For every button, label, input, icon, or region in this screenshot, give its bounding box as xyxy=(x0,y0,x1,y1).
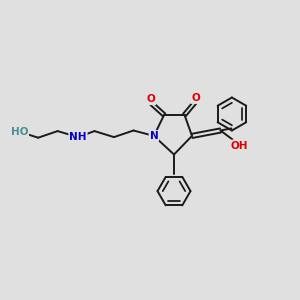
Text: HO: HO xyxy=(11,127,28,137)
Text: NH: NH xyxy=(69,132,87,142)
Text: OH: OH xyxy=(230,140,248,151)
Text: N: N xyxy=(149,131,158,141)
Text: O: O xyxy=(146,94,155,104)
Text: O: O xyxy=(191,93,200,103)
